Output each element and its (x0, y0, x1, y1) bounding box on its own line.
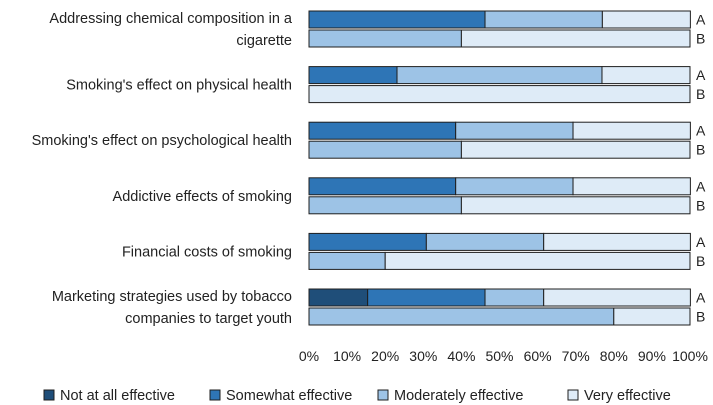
bar-2-B-moderately-effective (308, 140, 462, 159)
group-label-B: B (696, 86, 705, 102)
category-label: Addictive effects of smoking (113, 189, 292, 205)
bar-2-A-moderately-effective (455, 121, 574, 140)
legend-label: Very effective (584, 388, 671, 404)
x-tick-label: 60% (524, 348, 552, 364)
bar-4-A-very-effective (543, 232, 691, 251)
group-label-A: A (696, 12, 706, 28)
bar-5-B-very-effective (613, 307, 691, 326)
bar-1-A-very-effective (601, 66, 691, 85)
legend-label: Somewhat effective (226, 388, 352, 404)
bar-3-B-moderately-effective (308, 196, 462, 215)
bar-1-A-moderately-effective (396, 66, 603, 85)
bar-2-A-very-effective (572, 121, 691, 140)
x-tick-label: 0% (299, 348, 319, 364)
group-label-B: B (696, 31, 705, 47)
bar-0-B-moderately-effective (308, 29, 462, 48)
legend: Not at all effective Somewhat effective Mo… (43, 388, 671, 404)
bar-3-B-very-effective (460, 196, 691, 215)
bar-5-A-very-effective (543, 288, 691, 307)
category-label: cigarette (236, 33, 292, 49)
category-label: companies to target youth (125, 311, 292, 327)
x-tick-label: 90% (638, 348, 666, 364)
bar-0-A-very-effective (601, 10, 691, 29)
category-label: Addressing chemical composition in a (49, 11, 293, 27)
group-label-A: A (696, 67, 706, 83)
x-tick-label: 50% (485, 348, 513, 364)
x-tick-label: 20% (371, 348, 399, 364)
group-label-B: B (696, 309, 705, 325)
bar-0-A-moderately-effective (484, 10, 603, 29)
bar-1-B-very-effective (308, 85, 691, 104)
x-tick-label: 80% (600, 348, 628, 364)
bar-4-B-very-effective (384, 251, 691, 270)
x-axis-ticks: 0% 10% 20% 30% 40% 50% 60% 70% 80% 90% 100% (299, 348, 708, 364)
bar-2-A-somewhat-effective (308, 121, 457, 140)
group-label-A: A (696, 123, 706, 139)
group-label-B: B (696, 142, 705, 158)
x-tick-label: 10% (333, 348, 361, 364)
bar-5-B-moderately-effective (308, 307, 615, 326)
legend-swatch-somewhat-effective (209, 389, 221, 401)
bar-3-A-very-effective (572, 177, 691, 196)
bars-layer (308, 10, 691, 326)
legend-label: Moderately effective (394, 388, 524, 404)
category-label: Smoking's effect on physical health (66, 78, 292, 94)
x-tick-label: 100% (672, 348, 708, 364)
bar-3-A-somewhat-effective (308, 177, 457, 196)
bar-4-B-moderately-effective (308, 251, 386, 270)
x-tick-label: 40% (447, 348, 475, 364)
bar-4-A-moderately-effective (425, 232, 545, 251)
group-label-B: B (696, 197, 705, 213)
x-tick-label: 70% (562, 348, 590, 364)
group-label-A: A (696, 178, 706, 194)
category-label: Smoking's effect on psychological health (32, 133, 292, 149)
bar-3-A-moderately-effective (455, 177, 574, 196)
legend-label: Not at all effective (60, 388, 175, 404)
bar-5-A-moderately-effective (484, 288, 545, 307)
legend-swatch-not-at-all-effective (43, 389, 55, 401)
bar-2-B-very-effective (460, 140, 691, 159)
bar-4-A-somewhat-effective (308, 232, 427, 251)
category-label: Financial costs of smoking (122, 244, 292, 260)
group-label-A: A (696, 290, 706, 306)
x-tick-label: 30% (409, 348, 437, 364)
bar-5-A-not-at-all-effective (308, 288, 369, 307)
legend-swatch-moderately-effective (377, 389, 389, 401)
group-label-A: A (696, 234, 706, 250)
category-label: Marketing strategies used by tobacco (52, 289, 292, 305)
group-label-B: B (696, 253, 705, 269)
bar-1-A-somewhat-effective (308, 66, 398, 85)
bar-0-B-very-effective (460, 29, 691, 48)
bar-5-A-somewhat-effective (367, 288, 486, 307)
bar-0-A-somewhat-effective (308, 10, 486, 29)
legend-swatch-very-effective (567, 389, 579, 401)
